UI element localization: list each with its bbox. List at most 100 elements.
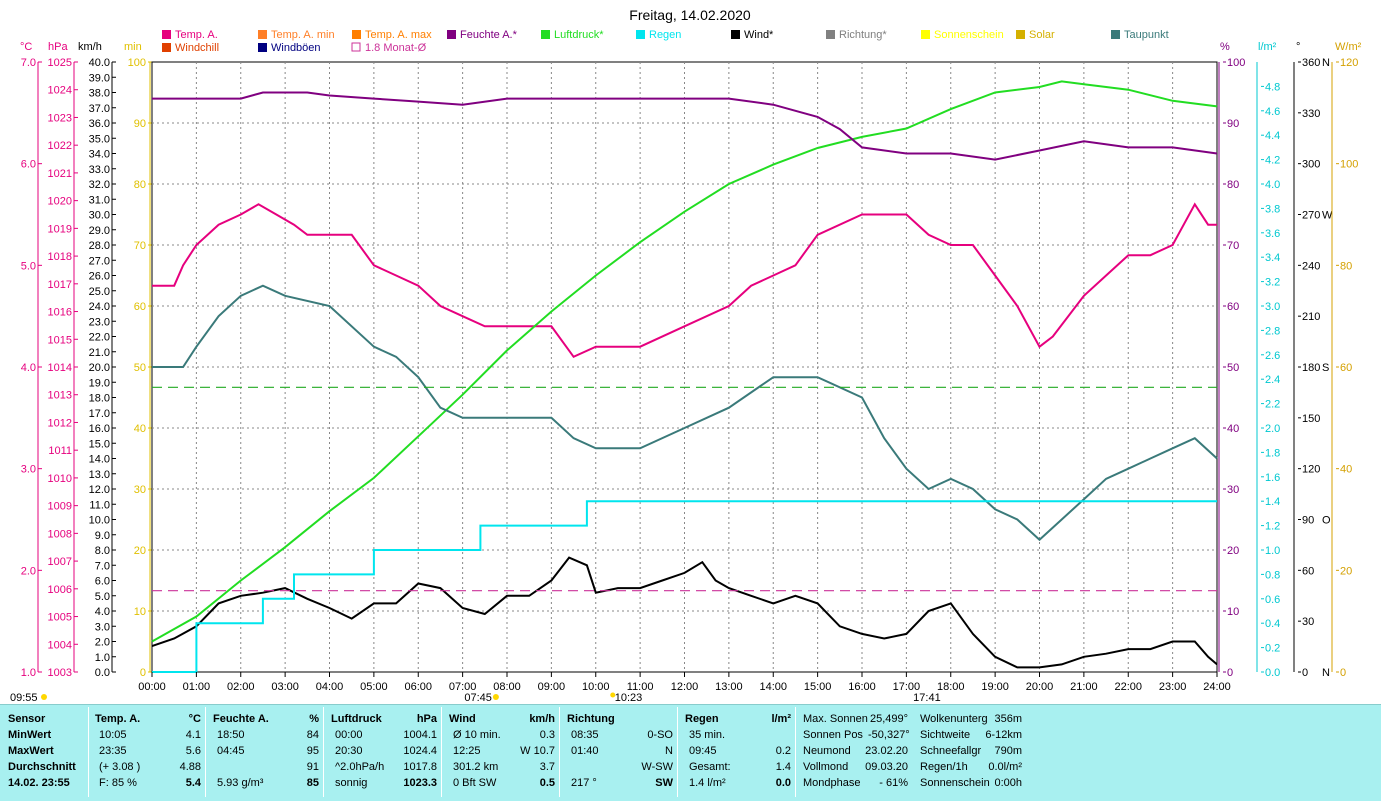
tick-kmh: 36.0 [89, 118, 110, 130]
tick-kmh: 12.0 [89, 484, 110, 496]
legend-label: Windböen [271, 42, 321, 54]
legend-swatch [636, 30, 645, 39]
tick-kmh: 2.0 [95, 637, 110, 649]
series-line [152, 202, 1217, 359]
tick-wm2: 0 [1340, 667, 1346, 679]
series-line [152, 284, 1218, 542]
col_regen-value: 0.2 [775, 745, 791, 757]
compass-label: N [1322, 667, 1330, 679]
tick-kmh: 27.0 [89, 255, 110, 267]
legend-swatch [162, 30, 171, 39]
tick-min: 60 [134, 301, 146, 313]
x-tick-label: 01:00 [183, 681, 211, 693]
legend-swatch [162, 43, 171, 52]
tick-hpa: 1017 [48, 279, 72, 291]
x-tick-label: 10:00 [582, 681, 610, 693]
col_feuchte-value: 91 [306, 761, 319, 773]
tick-lm2: 0.4 [1265, 618, 1280, 630]
legend-label: Temp. A. [175, 29, 218, 41]
tick-wm2: 120 [1340, 57, 1358, 69]
tick-deg: 270 [1302, 210, 1320, 222]
tick-min: 70 [134, 240, 146, 252]
tick-c: 1.0 [21, 667, 36, 679]
tick-wm2: 20 [1340, 565, 1352, 577]
col_regen-time: 09:45 [689, 745, 717, 757]
col_druck-value: 1004.1 [403, 729, 437, 741]
col_richtung-time: 08:35 [571, 729, 599, 741]
tick-pct: 10 [1227, 606, 1239, 618]
tick-lm2: 0.2 [1265, 643, 1280, 655]
col_wind-value: 0.3 [539, 729, 555, 741]
legend-label: Temp. A. max [365, 29, 432, 41]
tick-lm2: 3.2 [1265, 277, 1280, 289]
series-line [152, 500, 1217, 673]
series-line [151, 80, 1218, 643]
tick-lm2: 3.4 [1265, 252, 1280, 264]
tick-kmh: 11.0 [89, 499, 110, 511]
legend-swatch [352, 30, 361, 39]
x-tick-label: 17:00 [893, 681, 921, 693]
tick-hpa: 1018 [48, 251, 72, 263]
legend-swatch [541, 30, 550, 39]
tick-lm2: 0.6 [1265, 594, 1280, 606]
tick-deg: 0 [1302, 667, 1308, 679]
tick-kmh: 26.0 [89, 271, 110, 283]
tick-pct: 20 [1227, 545, 1239, 557]
axis-units: °C hPa km/h min % l/m² ° W/m² [20, 41, 1362, 53]
x-tick-label: 08:00 [493, 681, 521, 693]
solar-noon-icon [610, 692, 616, 698]
astro-2-label: Neumond [803, 745, 851, 757]
tick-wm2: 100 [1340, 159, 1358, 171]
tick-lm2: 2.4 [1265, 374, 1280, 386]
col_wind-value: 0.5 [539, 777, 555, 789]
tick-min: 50 [134, 362, 146, 374]
col_feuchte-time: 04:45 [217, 745, 245, 757]
tick-kmh: 4.0 [95, 606, 110, 618]
col_wind-time: 0 Bft SW [453, 777, 497, 789]
tick-kmh: 30.0 [89, 210, 110, 222]
tick-hpa: 1013 [48, 390, 72, 402]
tick-pct: 70 [1227, 240, 1239, 252]
tick-kmh: 21.0 [89, 347, 110, 359]
tick-kmh: 20.0 [89, 362, 110, 374]
wolke-0-value: 356m [994, 713, 1022, 725]
col_temp-value: 4.1 [185, 729, 201, 741]
x-tick-label: 13:00 [715, 681, 743, 693]
tick-pct: 100 [1227, 57, 1245, 69]
col_regen-time: 1.4 l/m² [689, 777, 726, 789]
x-tick-label: 00:00 [138, 681, 166, 693]
tick-min: 20 [134, 545, 146, 557]
tick-hpa: 1005 [48, 612, 72, 624]
x-tick-label: 22:00 [1114, 681, 1142, 693]
tick-wm2: 40 [1340, 464, 1352, 476]
x-tick-label: 04:00 [316, 681, 344, 693]
tick-hpa: 1015 [48, 334, 72, 346]
unit-hpa: hPa [48, 41, 68, 53]
tick-min: 90 [134, 118, 146, 130]
col_feuchte-value: 85 [306, 777, 319, 789]
col_wind-value: W 10.7 [520, 745, 555, 757]
tick-lm2: 4.6 [1265, 106, 1280, 118]
legend-swatch [351, 42, 361, 52]
legend-swatch [258, 30, 267, 39]
tick-hpa: 1011 [48, 445, 72, 457]
tick-kmh: 8.0 [95, 545, 110, 557]
wolke-1-label: Sichtweite [920, 729, 971, 741]
tick-kmh: 17.0 [89, 408, 110, 420]
wolke-3-value: 0.0l/m² [988, 761, 1022, 773]
col_feuchte-value: 95 [306, 745, 319, 757]
tick-pct: 80 [1227, 179, 1239, 191]
tick-hpa: 1023 [48, 112, 72, 124]
tick-kmh: 1.0 [95, 652, 110, 664]
legend-label: Luftdruck* [554, 29, 604, 41]
wolke-1-value: 6-12km [985, 729, 1022, 741]
tick-deg: 30 [1302, 616, 1314, 628]
legend-swatch [731, 30, 740, 39]
tick-lm2: 1.2 [1265, 521, 1280, 533]
tick-pct: 50 [1227, 362, 1239, 374]
x-tick-label: 21:00 [1070, 681, 1098, 693]
col_regen-time: Gesamt: [689, 761, 731, 773]
col_richtung-value: 0-SO [647, 729, 673, 741]
astro-4-value: - 61% [879, 777, 908, 789]
sun-time-marks: 09:55 07:45 10:23 17:41 [10, 692, 941, 704]
